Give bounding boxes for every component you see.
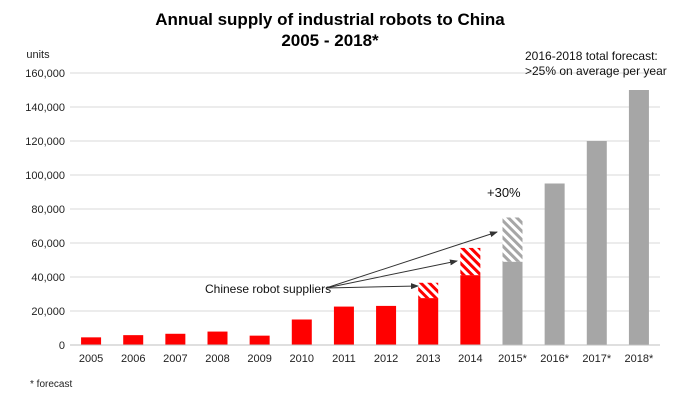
bar-2011 xyxy=(333,306,354,345)
bar-2008 xyxy=(207,331,228,345)
bar-2018 xyxy=(628,90,649,345)
y-tick-label: 20,000 xyxy=(31,306,65,318)
footnote: * forecast xyxy=(30,379,72,390)
bar-2009 xyxy=(249,335,270,345)
bar-2007 xyxy=(165,333,186,345)
bar-2010 xyxy=(291,319,312,345)
x-tick-label: 2017* xyxy=(582,353,611,365)
chart-title-line-2: 2005 - 2018* xyxy=(281,31,379,50)
y-axis-label: units xyxy=(26,49,50,61)
suppliers-label-background xyxy=(200,280,325,296)
x-tick-label: 2005 xyxy=(79,353,103,365)
x-axis-ticks: 2005 2006 2007 2008 2009 2010 2011 2012 2013 2014… xyxy=(79,353,654,365)
bar-2012 xyxy=(376,305,397,345)
y-tick-label: 80,000 xyxy=(31,204,65,216)
x-tick-label: 2016* xyxy=(540,353,569,365)
forecast-note-line-2: >25% on average per year xyxy=(525,64,667,78)
x-tick-label: 2008 xyxy=(205,353,229,365)
bars xyxy=(81,90,649,345)
x-tick-label: 2011 xyxy=(332,353,356,365)
bar-2005 xyxy=(81,337,102,345)
x-tick-label: 2013 xyxy=(416,353,440,365)
x-tick-label: 2015* xyxy=(498,353,527,365)
y-tick-label: 40,000 xyxy=(31,272,65,284)
arrow-to-2015 xyxy=(325,231,498,289)
x-tick-label: 2007 xyxy=(163,353,187,365)
y-tick-label: 100,000 xyxy=(25,170,65,182)
y-axis-ticks: 0 20,000 40,000 60,000 80,000 100,000 120,000 1… xyxy=(25,68,65,352)
bar-2015 xyxy=(502,261,523,345)
y-tick-label: 160,000 xyxy=(25,68,65,80)
x-tick-label: 2009 xyxy=(247,353,271,365)
y-tick-label: 0 xyxy=(59,340,65,352)
gridlines xyxy=(70,72,660,312)
y-tick-label: 140,000 xyxy=(25,102,65,114)
y-tick-label: 120,000 xyxy=(25,136,65,148)
suppliers-label: Chinese robot suppliers xyxy=(205,282,331,296)
forecast-note-line-1: 2016-2018 total forecast: xyxy=(525,49,658,63)
bar-2006 xyxy=(123,335,144,345)
bar-2013 xyxy=(418,298,439,345)
x-tick-label: 2012 xyxy=(374,353,398,365)
bar-2017 xyxy=(586,141,607,345)
arrow-to-2013 xyxy=(325,283,419,290)
arrow-to-2014 xyxy=(325,259,458,289)
growth-label: +30% xyxy=(487,185,521,200)
x-tick-label: 2006 xyxy=(121,353,145,365)
bar-hatched-2013 xyxy=(418,282,439,299)
bar-hatched-2014 xyxy=(460,247,481,276)
y-tick-label: 60,000 xyxy=(31,238,65,250)
x-tick-label: 2014 xyxy=(458,353,482,365)
x-tick-label: 2010 xyxy=(290,353,314,365)
bar-2014 xyxy=(460,275,481,345)
x-tick-label: 2018* xyxy=(625,353,654,365)
bar-hatched-2015 xyxy=(502,217,523,262)
chart-title-line-1: Annual supply of industrial robots to Ch… xyxy=(155,10,505,29)
bar-2016 xyxy=(544,183,565,345)
